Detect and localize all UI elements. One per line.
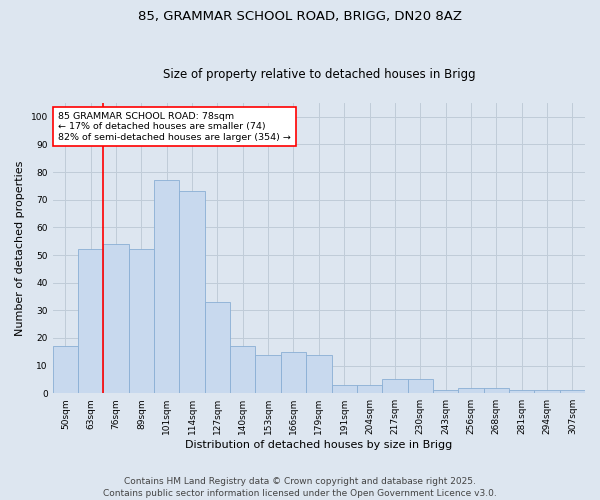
- Bar: [256, 354, 281, 393]
- Bar: [53, 346, 78, 393]
- Bar: [154, 180, 179, 393]
- Bar: [484, 388, 509, 393]
- Bar: [458, 388, 484, 393]
- Text: 85, GRAMMAR SCHOOL ROAD, BRIGG, DN20 8AZ: 85, GRAMMAR SCHOOL ROAD, BRIGG, DN20 8AZ: [138, 10, 462, 23]
- Bar: [179, 192, 205, 393]
- Text: 85 GRAMMAR SCHOOL ROAD: 78sqm
← 17% of detached houses are smaller (74)
82% of s: 85 GRAMMAR SCHOOL ROAD: 78sqm ← 17% of d…: [58, 112, 291, 142]
- Bar: [205, 302, 230, 393]
- Bar: [560, 390, 585, 393]
- Bar: [78, 250, 103, 393]
- Bar: [103, 244, 129, 393]
- Bar: [382, 380, 407, 393]
- Bar: [407, 380, 433, 393]
- Title: Size of property relative to detached houses in Brigg: Size of property relative to detached ho…: [163, 68, 475, 81]
- Bar: [332, 385, 357, 393]
- Bar: [509, 390, 535, 393]
- Bar: [281, 352, 306, 393]
- Text: Contains HM Land Registry data © Crown copyright and database right 2025.
Contai: Contains HM Land Registry data © Crown c…: [103, 476, 497, 498]
- Bar: [306, 354, 332, 393]
- Bar: [230, 346, 256, 393]
- X-axis label: Distribution of detached houses by size in Brigg: Distribution of detached houses by size …: [185, 440, 452, 450]
- Bar: [535, 390, 560, 393]
- Y-axis label: Number of detached properties: Number of detached properties: [15, 160, 25, 336]
- Bar: [357, 385, 382, 393]
- Bar: [129, 250, 154, 393]
- Bar: [433, 390, 458, 393]
